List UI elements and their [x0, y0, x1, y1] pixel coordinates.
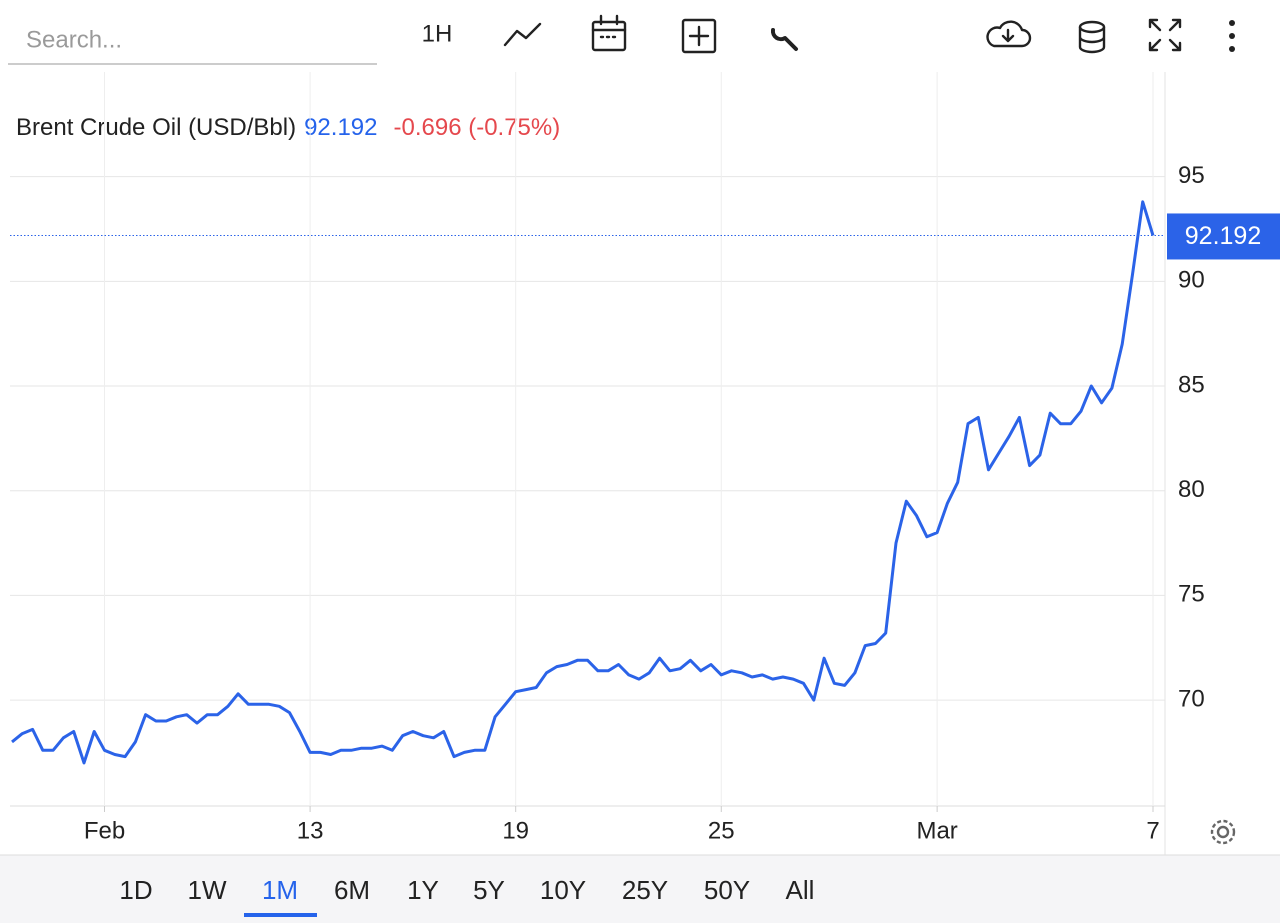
more-menu-icon[interactable] — [1229, 20, 1235, 52]
fullscreen-icon[interactable] — [1148, 18, 1182, 52]
last-price-label: 92.192 — [1185, 222, 1261, 250]
chart-type-icon[interactable] — [503, 22, 542, 47]
range-button[interactable]: 5Y — [473, 875, 505, 905]
x-tick-label: 7 — [1146, 817, 1159, 844]
range-selected-underline — [244, 913, 317, 917]
database-icon[interactable] — [1078, 20, 1106, 54]
range-bar — [0, 855, 1280, 923]
x-tick-label: Feb — [84, 817, 125, 844]
range-button[interactable]: 10Y — [540, 875, 586, 905]
chart-title: Brent Crude Oil (USD/Bbl) — [16, 114, 296, 141]
search-placeholder[interactable]: Search... — [26, 26, 122, 53]
y-tick-label: 90 — [1178, 267, 1205, 294]
calendar-icon[interactable] — [591, 14, 627, 52]
chart-settings-icon[interactable] — [1210, 819, 1236, 845]
y-tick-label: 70 — [1178, 685, 1205, 712]
y-tick-label: 95 — [1178, 162, 1205, 189]
range-button[interactable]: 50Y — [704, 875, 750, 905]
y-tick-label: 85 — [1178, 371, 1205, 398]
range-button[interactable]: 1Y — [407, 875, 439, 905]
range-button[interactable]: All — [786, 875, 815, 905]
header-price: 92.192 — [304, 114, 377, 141]
settings-wrench-icon[interactable] — [770, 28, 798, 51]
y-tick-label: 80 — [1178, 476, 1205, 503]
range-button[interactable]: 1W — [188, 875, 227, 905]
download-icon[interactable] — [986, 20, 1032, 48]
x-tick-label: 13 — [297, 817, 324, 844]
x-tick-label: 25 — [708, 817, 735, 844]
x-tick-label: 19 — [502, 817, 529, 844]
header-change: -0.696 (-0.75%) — [393, 114, 560, 141]
last-price-box — [1167, 213, 1280, 260]
range-button[interactable]: 1M — [262, 875, 298, 905]
range-button[interactable]: 1D — [119, 875, 152, 905]
add-indicator-icon[interactable] — [681, 18, 717, 54]
x-tick-label: Mar — [916, 817, 957, 844]
search-box[interactable]: Search... — [8, 26, 377, 65]
chart-header: Brent Crude Oil (USD/Bbl) 92.192 -0.696 (-… — [16, 114, 560, 141]
interval-button[interactable]: 1H — [422, 20, 453, 47]
y-tick-label: 75 — [1178, 581, 1205, 608]
range-button[interactable]: 6M — [334, 875, 370, 905]
range-button[interactable]: 25Y — [622, 875, 668, 905]
price-line — [11, 200, 1155, 765]
